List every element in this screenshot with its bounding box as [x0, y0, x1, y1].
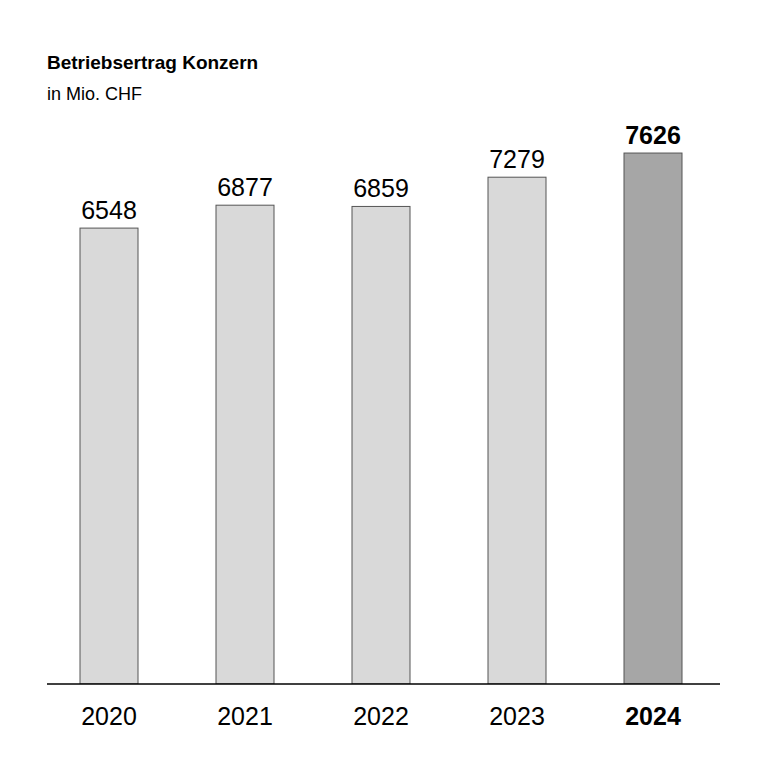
bar	[624, 153, 682, 684]
data-label: 6859	[353, 174, 409, 202]
bar	[352, 206, 410, 684]
category-label: 2024	[625, 702, 681, 730]
chart-svg: Betriebsertrag Konzern in Mio. CHF 6548 202…	[0, 0, 768, 768]
data-label: 7626	[625, 121, 681, 149]
category-label: 2022	[353, 702, 409, 730]
x-axis-line	[47, 683, 720, 685]
bar	[488, 177, 546, 684]
data-label: 6877	[217, 173, 273, 201]
bar	[80, 228, 138, 684]
category-label: 2020	[81, 702, 137, 730]
chart-subtitle: in Mio. CHF	[47, 84, 142, 104]
chart-container: Betriebsertrag Konzern in Mio. CHF 6548 202…	[0, 0, 768, 768]
category-label: 2021	[217, 702, 273, 730]
data-label: 6548	[81, 196, 137, 224]
data-label: 7279	[489, 145, 545, 173]
chart-title: Betriebsertrag Konzern	[47, 52, 258, 73]
category-label: 2023	[489, 702, 545, 730]
bars	[80, 153, 682, 684]
bar	[216, 205, 274, 684]
